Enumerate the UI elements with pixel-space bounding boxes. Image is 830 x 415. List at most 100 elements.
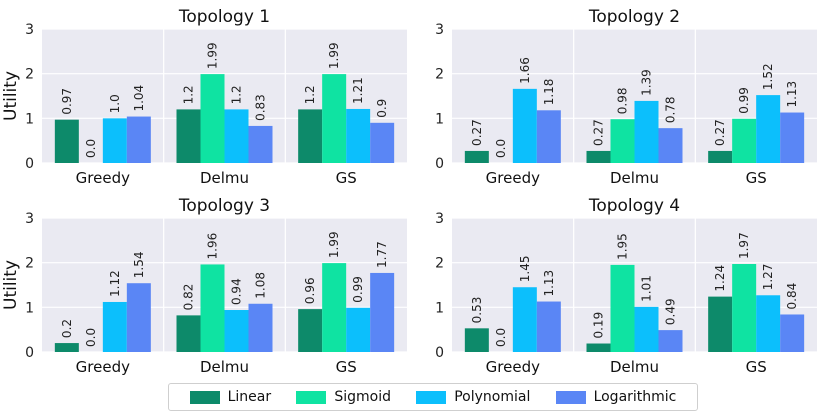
bar-linear-gs <box>298 309 323 352</box>
bar-sigmoid-gs <box>322 74 347 163</box>
figure: 0 1 2 3 0.97 0.0 1.0 1.04 Greedy 1.2 1.99 1.2 0.83 De… <box>1 7 817 376</box>
data-label: 0.0 <box>84 328 98 347</box>
bar-polynomial-gs <box>346 108 371 163</box>
bar-sigmoid-gs <box>732 264 757 352</box>
data-label: 1.99 <box>206 42 220 69</box>
data-label: 0.53 <box>470 297 484 324</box>
bar-polynomial-delmu <box>224 109 249 163</box>
data-label: 1.0 <box>108 94 122 113</box>
legend-swatch-sigmoid <box>296 390 327 404</box>
y-tick-label: 1 <box>25 111 34 127</box>
data-label: 0.78 <box>664 96 678 123</box>
data-label: 1.96 <box>206 233 220 260</box>
bar-sigmoid-delmu <box>200 74 225 163</box>
data-label: 1.45 <box>518 256 532 283</box>
bar-linear-greedy <box>54 343 79 352</box>
bar-polynomial-delmu <box>634 100 659 163</box>
legend-item-linear: Linear <box>189 389 272 405</box>
data-label: 1.13 <box>542 270 556 297</box>
bar-logarithmic-delmu <box>248 125 273 163</box>
bar-polynomial-delmu <box>224 310 249 352</box>
data-label: 1.24 <box>713 265 727 292</box>
legend-label-linear: Linear <box>227 389 272 405</box>
data-label: 1.12 <box>108 270 122 297</box>
y-tick-label: 0 <box>25 345 34 361</box>
legend: Linear Sigmoid Polynomial Logarithmic <box>168 383 698 411</box>
data-label: 0.99 <box>737 87 751 114</box>
data-label: 1.52 <box>761 63 775 90</box>
x-tick-label: Greedy <box>76 358 130 376</box>
data-label: 0.0 <box>494 328 508 347</box>
bar-logarithmic-delmu <box>248 303 273 352</box>
bar-polynomial-greedy <box>102 118 127 163</box>
y-tick-label: 1 <box>25 300 34 316</box>
data-label: 1.54 <box>132 251 146 278</box>
data-label: 0.49 <box>664 298 678 325</box>
data-label: 1.13 <box>785 81 799 108</box>
data-label: 1.18 <box>542 79 556 106</box>
chart-title: Topology 4 <box>588 196 680 216</box>
legend-label-polynomial: Polynomial <box>454 389 531 405</box>
bar-linear-gs <box>708 150 733 163</box>
bar-linear-delmu <box>586 150 611 163</box>
data-label: 0.83 <box>254 94 268 121</box>
bar-polynomial-delmu <box>634 306 659 352</box>
data-label: 1.27 <box>761 264 775 291</box>
legend-item-logarithmic: Logarithmic <box>555 389 676 405</box>
legend-swatch-logarithmic <box>555 390 586 404</box>
data-label: 0.97 <box>60 88 74 115</box>
bar-logarithmic-greedy <box>536 110 561 163</box>
y-tick-label: 3 <box>25 211 34 227</box>
bar-logarithmic-delmu <box>658 128 683 163</box>
bar-sigmoid-delmu <box>200 264 225 352</box>
bar-logarithmic-greedy <box>126 283 151 352</box>
chart-panel-1: 0 1 2 3 0.97 0.0 1.0 1.04 Greedy 1.2 1.99 1.2 0.83 De… <box>1 7 407 187</box>
bar-linear-delmu <box>586 343 611 352</box>
x-tick-label: Delmu <box>200 358 249 376</box>
data-label: 0.27 <box>470 119 484 146</box>
data-label: 0.27 <box>592 119 606 146</box>
bar-logarithmic-gs <box>370 272 395 352</box>
bar-linear-delmu <box>176 109 201 163</box>
bar-sigmoid-gs <box>322 263 347 352</box>
data-label: 1.2 <box>303 85 317 104</box>
data-label: 1.2 <box>230 85 244 104</box>
x-tick-label: GS <box>336 169 357 187</box>
data-label: 1.99 <box>327 231 341 258</box>
data-label: 1.21 <box>351 77 365 104</box>
bar-linear-greedy <box>464 150 489 163</box>
y-tick-label: 0 <box>435 156 444 172</box>
bar-logarithmic-greedy <box>536 301 561 352</box>
x-tick-label: Greedy <box>76 169 130 187</box>
chart-panel-3: 0 1 2 3 0.2 0.0 1.12 1.54 Greedy 0.82 1.96 0.94 1.08… <box>1 196 407 376</box>
y-tick-label: 3 <box>435 211 444 227</box>
bar-logarithmic-greedy <box>126 116 151 163</box>
data-label: 1.66 <box>518 57 532 84</box>
data-label: 1.97 <box>737 232 751 259</box>
legend-swatch-linear <box>189 390 220 404</box>
y-tick-label: 1 <box>435 300 444 316</box>
bar-polynomial-greedy <box>512 287 537 352</box>
x-tick-label: GS <box>746 169 767 187</box>
bar-polynomial-gs <box>756 295 781 352</box>
legend-item-sigmoid: Sigmoid <box>296 389 391 405</box>
y-tick-label: 0 <box>25 156 34 172</box>
legend-label-sigmoid: Sigmoid <box>334 389 391 405</box>
x-tick-label: Delmu <box>610 169 659 187</box>
bar-linear-delmu <box>176 315 201 352</box>
bar-linear-gs <box>298 109 323 163</box>
bar-logarithmic-gs <box>780 314 805 352</box>
data-label: 0.94 <box>230 278 244 305</box>
bar-sigmoid-delmu <box>610 119 635 163</box>
data-label: 0.9 <box>375 99 389 118</box>
x-tick-label: Greedy <box>486 169 540 187</box>
y-tick-label: 2 <box>25 67 34 83</box>
x-tick-label: Delmu <box>610 358 659 376</box>
legend-item-polynomial: Polynomial <box>416 389 530 405</box>
bar-polynomial-gs <box>756 95 781 163</box>
data-label: 1.77 <box>375 241 389 268</box>
y-tick-label: 3 <box>25 22 34 38</box>
bar-linear-greedy <box>54 119 79 163</box>
x-tick-label: GS <box>336 358 357 376</box>
chart-title: Topology 2 <box>588 7 680 27</box>
